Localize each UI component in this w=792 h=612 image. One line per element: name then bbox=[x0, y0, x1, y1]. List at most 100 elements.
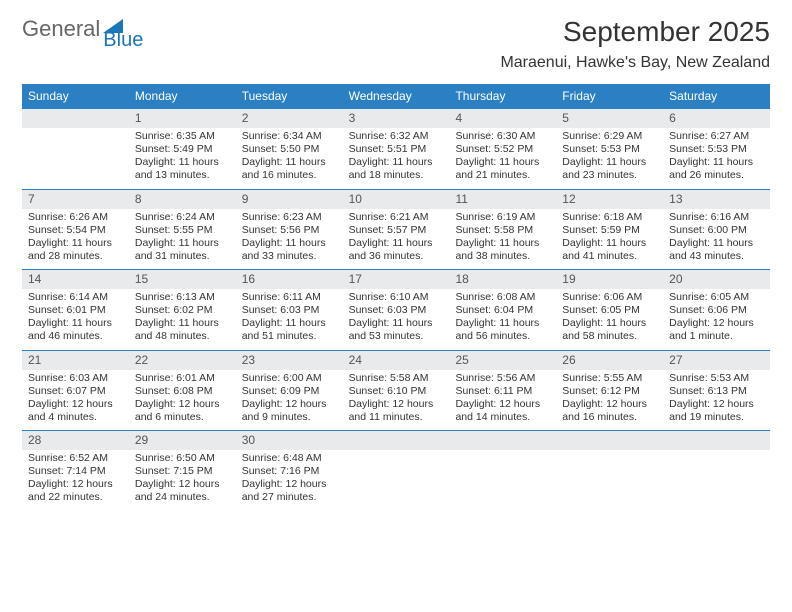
day-number: 8 bbox=[129, 190, 236, 209]
day-number: 25 bbox=[449, 351, 556, 370]
daylight-text: Daylight: 11 hours and 36 minutes. bbox=[349, 237, 444, 263]
day-number-row: 21222324252627 bbox=[22, 350, 770, 370]
sunrise-text: Sunrise: 6:13 AM bbox=[135, 291, 230, 304]
day-number-cell: 22 bbox=[129, 350, 236, 370]
sunrise-text: Sunrise: 6:11 AM bbox=[242, 291, 337, 304]
day-number-cell: 19 bbox=[556, 269, 663, 289]
day-number: 20 bbox=[663, 270, 770, 289]
day-number: 7 bbox=[22, 190, 129, 209]
daylight-text: Daylight: 11 hours and 53 minutes. bbox=[349, 317, 444, 343]
day-cell: Sunrise: 6:08 AMSunset: 6:04 PMDaylight:… bbox=[449, 289, 556, 350]
sunrise-text: Sunrise: 6:23 AM bbox=[242, 211, 337, 224]
day-number-cell: 1 bbox=[129, 108, 236, 128]
sunset-text: Sunset: 7:15 PM bbox=[135, 465, 230, 478]
day-cell bbox=[449, 450, 556, 511]
day-number-cell: 8 bbox=[129, 189, 236, 209]
sunrise-text: Sunrise: 6:52 AM bbox=[28, 452, 123, 465]
day-number-cell: 26 bbox=[556, 350, 663, 370]
weekday-header: Sunday bbox=[22, 84, 129, 108]
sunrise-text: Sunrise: 6:30 AM bbox=[455, 130, 550, 143]
day-number-cell: 14 bbox=[22, 269, 129, 289]
day-cell: Sunrise: 5:58 AMSunset: 6:10 PMDaylight:… bbox=[343, 370, 450, 431]
day-number-row: 14151617181920 bbox=[22, 269, 770, 289]
sunrise-text: Sunrise: 5:53 AM bbox=[669, 372, 764, 385]
day-cell: Sunrise: 5:55 AMSunset: 6:12 PMDaylight:… bbox=[556, 370, 663, 431]
daylight-text: Daylight: 11 hours and 41 minutes. bbox=[562, 237, 657, 263]
sunrise-text: Sunrise: 6:18 AM bbox=[562, 211, 657, 224]
daylight-text: Daylight: 12 hours and 22 minutes. bbox=[28, 478, 123, 504]
day-body-row: Sunrise: 6:26 AMSunset: 5:54 PMDaylight:… bbox=[22, 209, 770, 270]
daylight-text: Daylight: 11 hours and 56 minutes. bbox=[455, 317, 550, 343]
day-cell: Sunrise: 6:48 AMSunset: 7:16 PMDaylight:… bbox=[236, 450, 343, 511]
daylight-text: Daylight: 11 hours and 31 minutes. bbox=[135, 237, 230, 263]
day-number: 5 bbox=[556, 109, 663, 128]
day-cell: Sunrise: 6:29 AMSunset: 5:53 PMDaylight:… bbox=[556, 128, 663, 189]
day-number-cell: 11 bbox=[449, 189, 556, 209]
day-cell bbox=[663, 450, 770, 511]
day-cell: Sunrise: 6:19 AMSunset: 5:58 PMDaylight:… bbox=[449, 209, 556, 270]
day-cell: Sunrise: 6:18 AMSunset: 5:59 PMDaylight:… bbox=[556, 209, 663, 270]
day-number: 17 bbox=[343, 270, 450, 289]
brand-name-2: Blue bbox=[103, 29, 143, 52]
weekday-header: Tuesday bbox=[236, 84, 343, 108]
day-cell: Sunrise: 6:14 AMSunset: 6:01 PMDaylight:… bbox=[22, 289, 129, 350]
daylight-text: Daylight: 11 hours and 13 minutes. bbox=[135, 156, 230, 182]
day-number: 10 bbox=[343, 190, 450, 209]
day-cell: Sunrise: 6:01 AMSunset: 6:08 PMDaylight:… bbox=[129, 370, 236, 431]
daylight-text: Daylight: 12 hours and 27 minutes. bbox=[242, 478, 337, 504]
weekday-header-row: SundayMondayTuesdayWednesdayThursdayFrid… bbox=[22, 84, 770, 108]
day-cell: Sunrise: 5:56 AMSunset: 6:11 PMDaylight:… bbox=[449, 370, 556, 431]
sunset-text: Sunset: 5:57 PM bbox=[349, 224, 444, 237]
day-cell: Sunrise: 6:11 AMSunset: 6:03 PMDaylight:… bbox=[236, 289, 343, 350]
daylight-text: Daylight: 11 hours and 46 minutes. bbox=[28, 317, 123, 343]
day-number-row: 123456 bbox=[22, 108, 770, 128]
daylight-text: Daylight: 11 hours and 58 minutes. bbox=[562, 317, 657, 343]
daylight-text: Daylight: 11 hours and 16 minutes. bbox=[242, 156, 337, 182]
day-number: 24 bbox=[343, 351, 450, 370]
day-number: 14 bbox=[22, 270, 129, 289]
sunrise-text: Sunrise: 6:35 AM bbox=[135, 130, 230, 143]
day-number: 16 bbox=[236, 270, 343, 289]
sunset-text: Sunset: 7:14 PM bbox=[28, 465, 123, 478]
sunset-text: Sunset: 6:12 PM bbox=[562, 385, 657, 398]
day-cell: Sunrise: 6:34 AMSunset: 5:50 PMDaylight:… bbox=[236, 128, 343, 189]
sunrise-text: Sunrise: 6:06 AM bbox=[562, 291, 657, 304]
sunrise-text: Sunrise: 6:05 AM bbox=[669, 291, 764, 304]
day-number: 21 bbox=[22, 351, 129, 370]
sunrise-text: Sunrise: 6:03 AM bbox=[28, 372, 123, 385]
daylight-text: Daylight: 12 hours and 19 minutes. bbox=[669, 398, 764, 424]
daylight-text: Daylight: 12 hours and 24 minutes. bbox=[135, 478, 230, 504]
day-cell: Sunrise: 6:26 AMSunset: 5:54 PMDaylight:… bbox=[22, 209, 129, 270]
weekday-header: Wednesday bbox=[343, 84, 450, 108]
day-cell bbox=[343, 450, 450, 511]
sunrise-text: Sunrise: 6:08 AM bbox=[455, 291, 550, 304]
day-body-row: Sunrise: 6:14 AMSunset: 6:01 PMDaylight:… bbox=[22, 289, 770, 350]
sunset-text: Sunset: 6:09 PM bbox=[242, 385, 337, 398]
daylight-text: Daylight: 12 hours and 9 minutes. bbox=[242, 398, 337, 424]
sunset-text: Sunset: 5:52 PM bbox=[455, 143, 550, 156]
sunrise-text: Sunrise: 5:56 AM bbox=[455, 372, 550, 385]
day-number: 15 bbox=[129, 270, 236, 289]
sunrise-text: Sunrise: 5:55 AM bbox=[562, 372, 657, 385]
day-number-cell: 6 bbox=[663, 108, 770, 128]
day-cell: Sunrise: 6:06 AMSunset: 6:05 PMDaylight:… bbox=[556, 289, 663, 350]
day-number: 11 bbox=[449, 190, 556, 209]
day-number-cell bbox=[449, 430, 556, 450]
sunset-text: Sunset: 5:51 PM bbox=[349, 143, 444, 156]
sunrise-text: Sunrise: 6:19 AM bbox=[455, 211, 550, 224]
weekday-header: Saturday bbox=[663, 84, 770, 108]
day-cell: Sunrise: 6:35 AMSunset: 5:49 PMDaylight:… bbox=[129, 128, 236, 189]
sunset-text: Sunset: 6:02 PM bbox=[135, 304, 230, 317]
day-number-cell: 17 bbox=[343, 269, 450, 289]
sunrise-text: Sunrise: 5:58 AM bbox=[349, 372, 444, 385]
daylight-text: Daylight: 12 hours and 11 minutes. bbox=[349, 398, 444, 424]
day-number-cell: 28 bbox=[22, 430, 129, 450]
daylight-text: Daylight: 11 hours and 33 minutes. bbox=[242, 237, 337, 263]
sunrise-text: Sunrise: 6:29 AM bbox=[562, 130, 657, 143]
day-number: 18 bbox=[449, 270, 556, 289]
day-number: 12 bbox=[556, 190, 663, 209]
day-number-cell: 29 bbox=[129, 430, 236, 450]
day-number-cell: 9 bbox=[236, 189, 343, 209]
header-bar: General Blue September 2025 Maraenui, Ha… bbox=[22, 16, 770, 72]
weekday-header: Monday bbox=[129, 84, 236, 108]
